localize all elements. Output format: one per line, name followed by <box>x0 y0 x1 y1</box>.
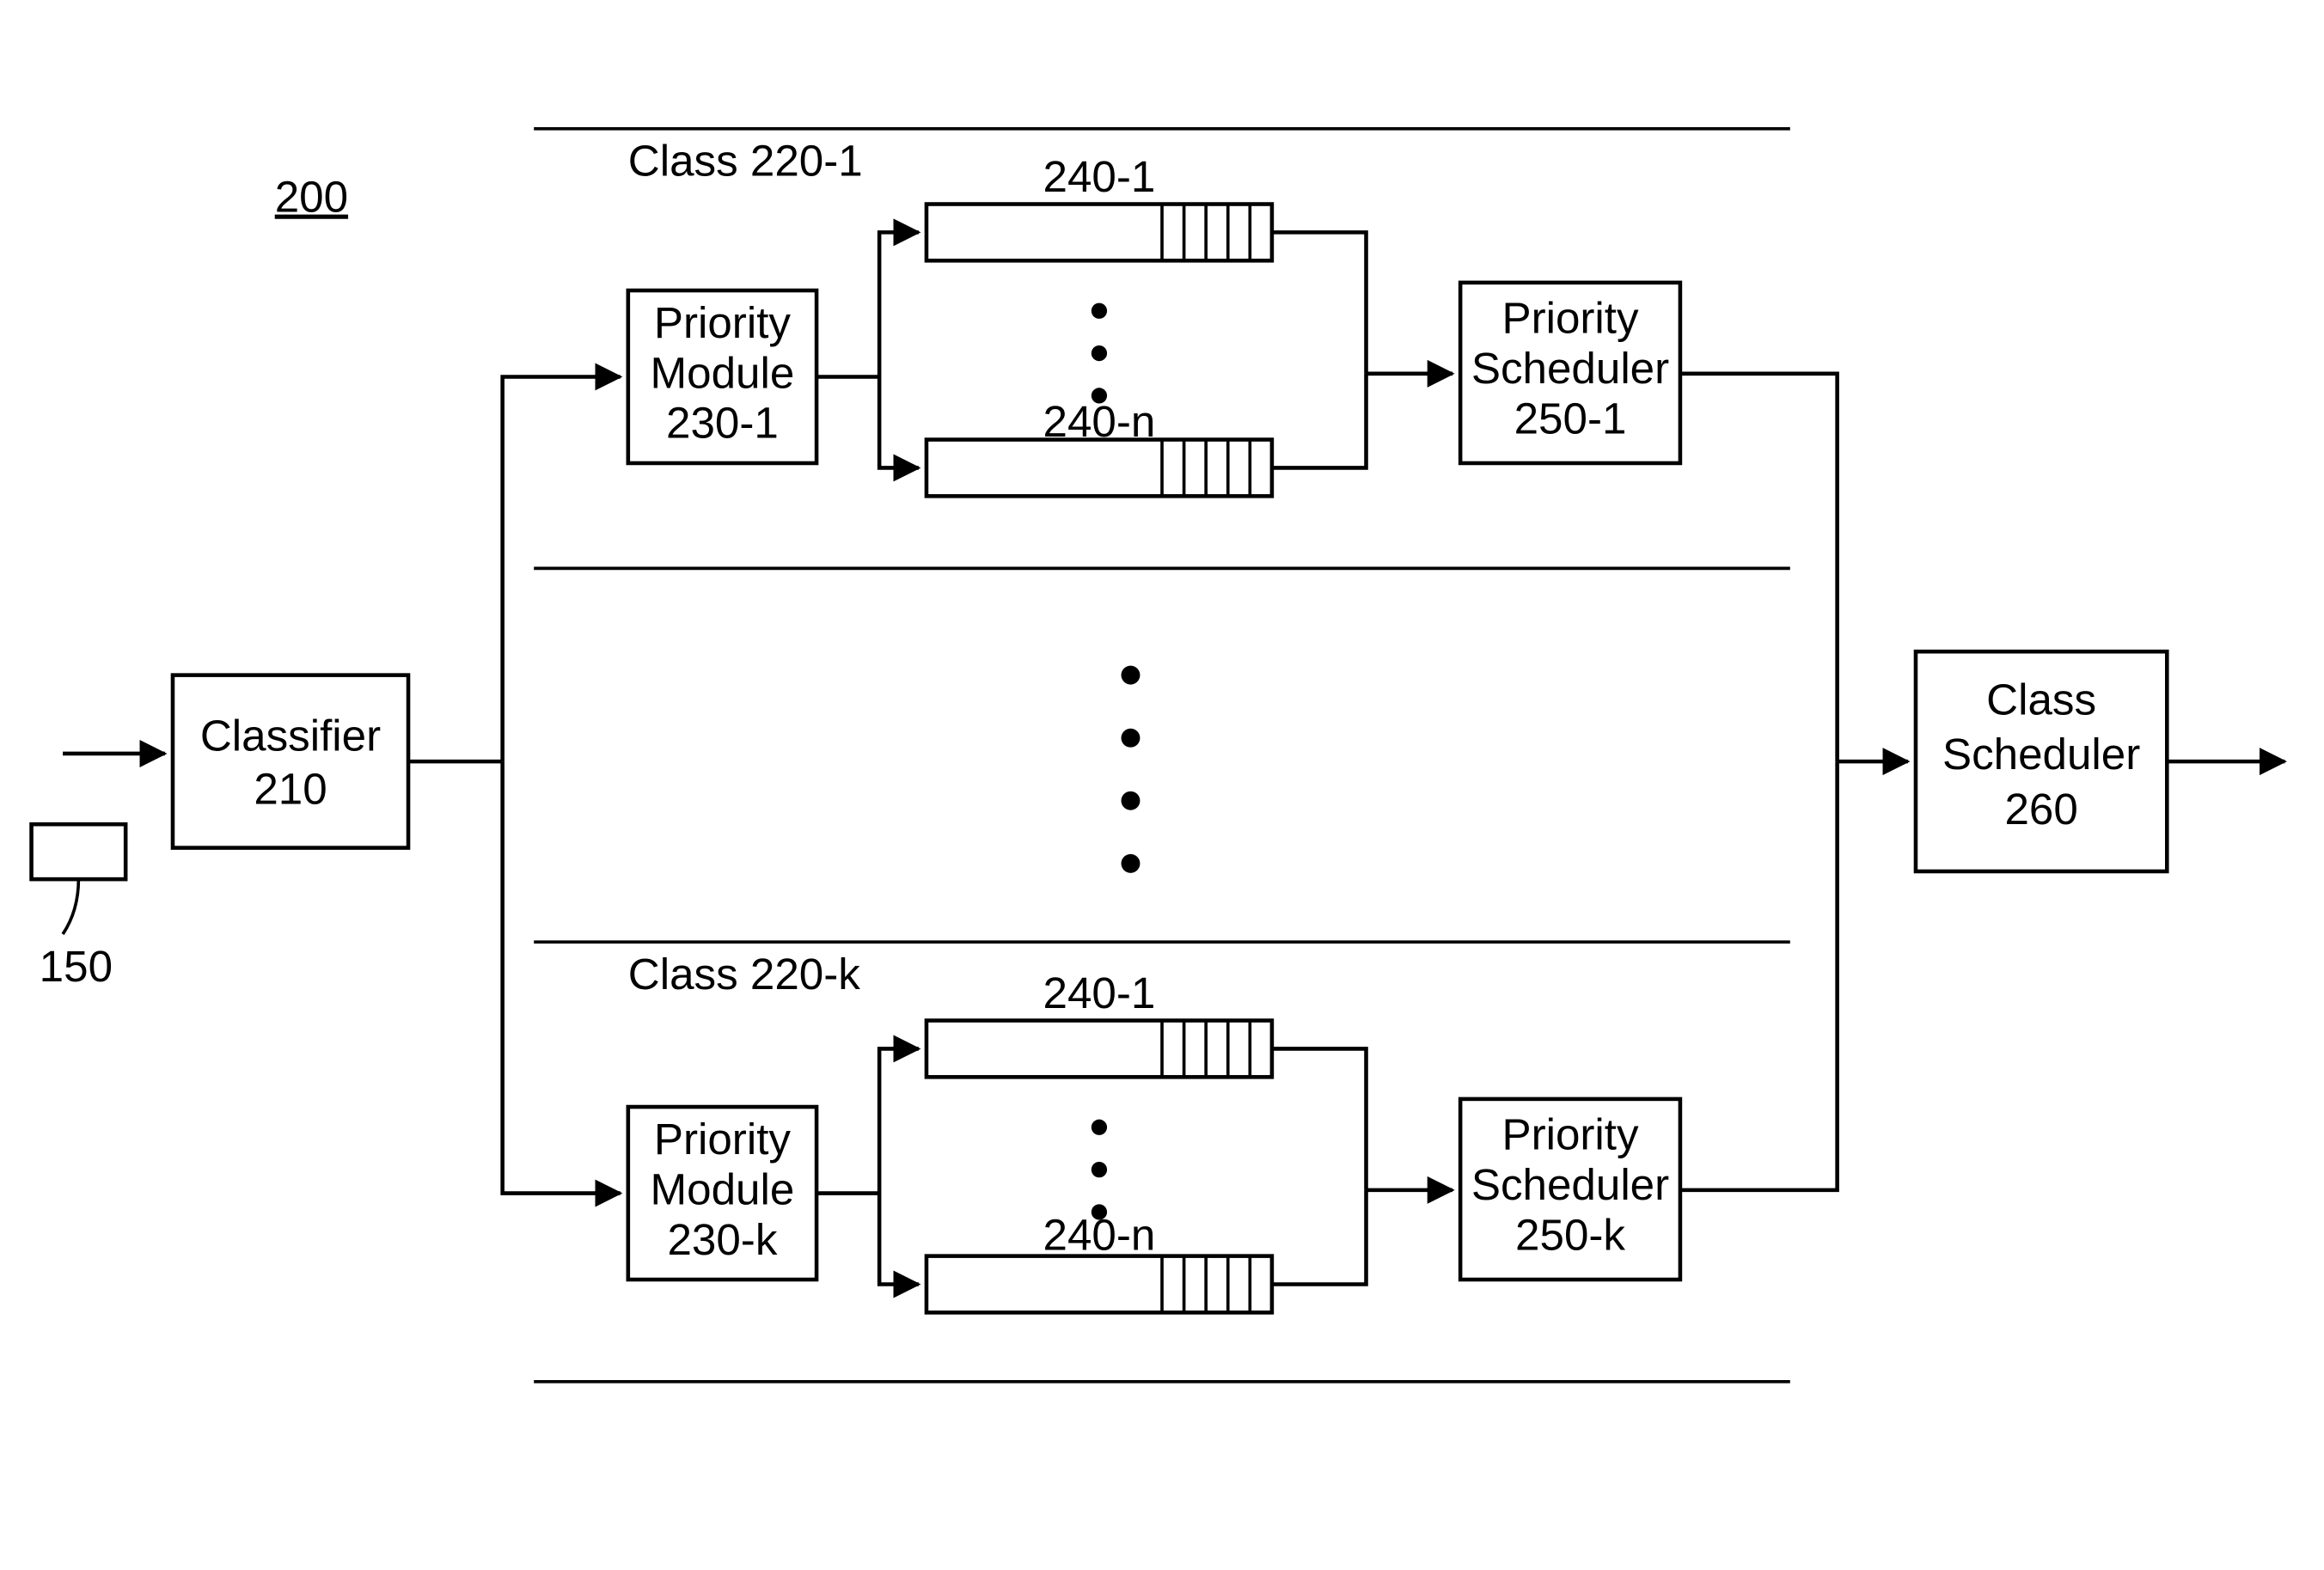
q-top-n-out <box>1272 374 1367 468</box>
cs-l3: 260 <box>2004 785 2077 834</box>
arrow-pm-bot-to-qn <box>879 1194 919 1285</box>
classifier-block: Classifier 210 <box>173 675 408 848</box>
dot <box>1092 303 1107 319</box>
arrow-pm-bot-to-q1 <box>879 1048 919 1193</box>
input-packet-box <box>32 824 126 879</box>
priority-module-bottom: Priority Module 230-k <box>628 1107 816 1280</box>
pm-bot-l1: Priority <box>654 1115 792 1164</box>
priority-module-top: Priority Module 230-1 <box>628 290 816 463</box>
ps-top-l2: Scheduler <box>1471 344 1669 393</box>
queue-top-1 <box>927 205 1272 261</box>
dot <box>1092 345 1107 361</box>
queue-bot-n-label: 240-n <box>1043 1210 1156 1259</box>
ps-bot-out <box>1680 761 1838 1190</box>
queue-bot-1 <box>927 1021 1272 1078</box>
class-top-title: Class 220-1 <box>628 137 863 186</box>
classifier-label-1: Classifier <box>200 711 381 760</box>
dot <box>1121 666 1140 685</box>
priority-scheduler-bottom: Priority Scheduler 250-k <box>1460 1099 1680 1280</box>
dot <box>1121 791 1140 810</box>
class-top-group: Class 220-1 Priority Module 230-1 240-1 <box>534 129 1790 569</box>
pm-bot-l2: Module <box>651 1164 795 1213</box>
input-ref-label: 150 <box>40 942 113 991</box>
pm-top-l3: 230-1 <box>666 399 779 448</box>
class-scheduler-block: Class Scheduler 260 <box>1916 651 2167 871</box>
dot <box>1092 1120 1107 1135</box>
classifier-label-2: 210 <box>254 764 327 813</box>
cs-l2: Scheduler <box>1942 730 2140 779</box>
q-top-1-out <box>1272 232 1367 373</box>
priority-scheduler-top: Priority Scheduler 250-1 <box>1460 283 1680 463</box>
arrow-pm-top-to-q1 <box>879 232 919 376</box>
dot <box>1121 854 1140 873</box>
queue-top-n <box>927 440 1272 497</box>
q-bot-1-out <box>1272 1048 1367 1189</box>
pm-top-l2: Module <box>651 348 795 397</box>
ps-top-l3: 250-1 <box>1514 394 1627 443</box>
pm-top-l1: Priority <box>654 298 792 347</box>
dot <box>1092 1162 1107 1177</box>
queue-bot-1-label: 240-1 <box>1043 968 1156 1017</box>
arrow-classifier-to-pm-bottom <box>503 761 621 1193</box>
pm-bot-l3: 230-k <box>667 1215 777 1264</box>
figure-ref: 200 <box>275 173 348 222</box>
arrow-pm-top-to-qn <box>879 376 919 467</box>
ps-top-l1: Priority <box>1501 293 1639 342</box>
diagram-canvas: 200 150 Classifier 210 Class 220-1 Prior… <box>0 0 2324 1570</box>
ps-bot-l3: 250-k <box>1515 1210 1625 1259</box>
queue-bot-n <box>927 1256 1272 1313</box>
class-bottom-title: Class 220-k <box>628 950 860 999</box>
ps-bot-l2: Scheduler <box>1471 1160 1669 1209</box>
input-ref-leader <box>63 879 78 934</box>
ps-bot-l1: Priority <box>1501 1109 1639 1158</box>
dot <box>1121 729 1140 748</box>
cs-l1: Class <box>1986 675 2096 724</box>
class-bottom-group: Class 220-k Priority Module 230-k 240-1 … <box>534 942 1790 1382</box>
q-bot-n-out <box>1272 1190 1367 1285</box>
queue-top-1-label: 240-1 <box>1043 152 1156 201</box>
